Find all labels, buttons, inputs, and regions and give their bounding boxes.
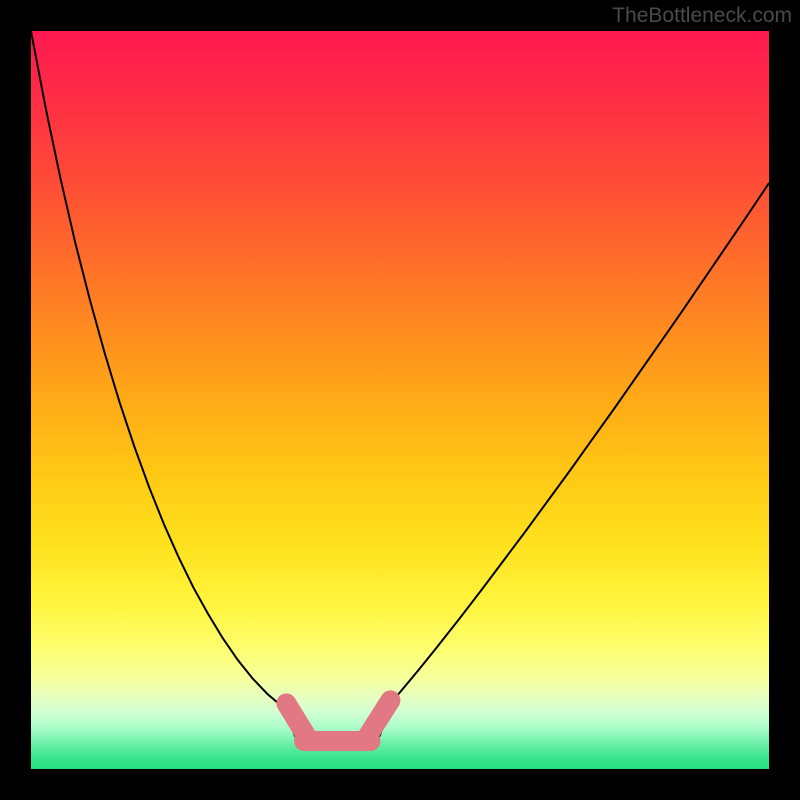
chart-plot-area bbox=[31, 31, 769, 769]
watermark-text: TheBottleneck.com bbox=[612, 4, 792, 28]
gradient-background bbox=[31, 31, 769, 769]
chart-svg bbox=[31, 31, 769, 769]
